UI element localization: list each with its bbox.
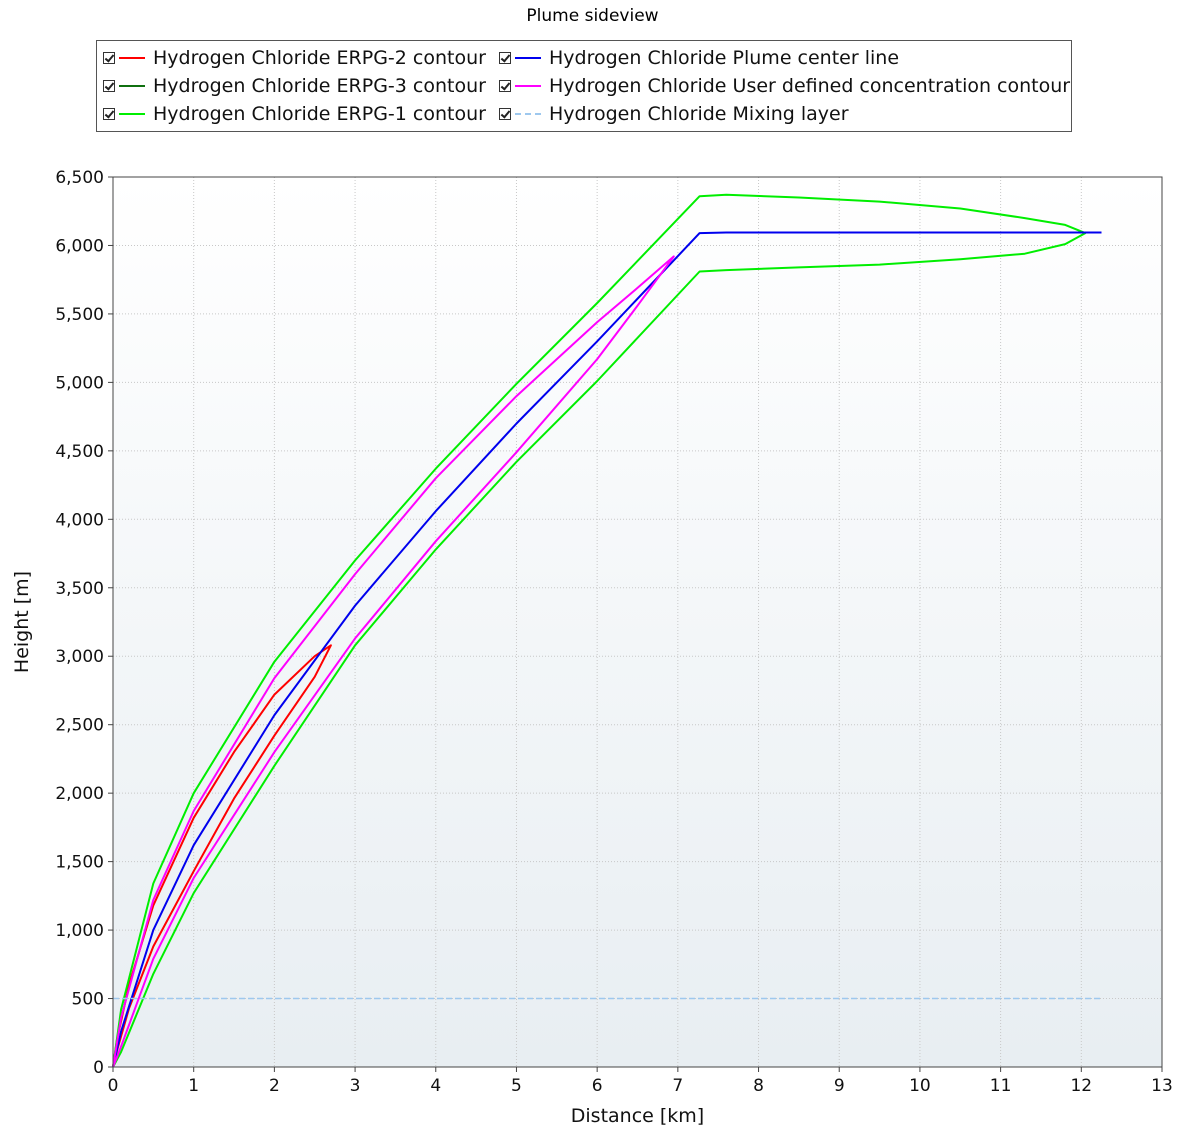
x-tick-label: 1 <box>188 1076 199 1096</box>
legend-item-center-line[interactable]: Hydrogen Chloride Plume center line <box>499 45 899 71</box>
chart-legend: Hydrogen Chloride ERPG-2 contour Hydroge… <box>96 40 1072 132</box>
y-tick-label: 0 <box>93 1058 104 1078</box>
legend-swatch <box>515 57 541 59</box>
legend-item-erpg2[interactable]: Hydrogen Chloride ERPG-2 contour <box>103 45 486 71</box>
x-tick-label: 8 <box>753 1076 764 1096</box>
series-line-3 <box>112 231 1102 1068</box>
x-tick-label: 11 <box>990 1076 1012 1096</box>
y-tick-label: 4,500 <box>55 442 104 462</box>
chart-title: Plume sideview <box>526 6 659 26</box>
y-tick-label: 1,000 <box>55 921 104 941</box>
legend-checkbox[interactable] <box>103 80 115 92</box>
x-tick-label: 6 <box>592 1076 603 1096</box>
legend-checkbox[interactable] <box>499 80 511 92</box>
legend-checkbox[interactable] <box>499 52 511 64</box>
legend-label: Hydrogen Chloride ERPG-2 contour <box>153 47 486 69</box>
legend-label: Hydrogen Chloride ERPG-1 contour <box>153 103 486 125</box>
y-tick-label: 5,500 <box>55 305 104 325</box>
legend-item-erpg1[interactable]: Hydrogen Chloride ERPG-1 contour <box>103 101 486 127</box>
legend-item-user-defined[interactable]: Hydrogen Chloride User defined concentra… <box>499 73 1070 99</box>
x-tick-label: 13 <box>1151 1076 1173 1096</box>
y-tick-label: 2,500 <box>55 716 104 736</box>
x-axis-title: Distance [km] <box>571 1105 704 1127</box>
y-axis-title: Height [m] <box>11 571 33 673</box>
legend-item-mixing-layer[interactable]: Hydrogen Chloride Mixing layer <box>499 101 849 127</box>
legend-item-erpg3[interactable]: Hydrogen Chloride ERPG-3 contour <box>103 73 486 99</box>
y-tick-label: 2,000 <box>55 784 104 804</box>
x-tick-label: 0 <box>108 1076 119 1096</box>
plot-frame <box>112 176 1163 1068</box>
x-tick-label: 12 <box>1070 1076 1092 1096</box>
legend-checkbox[interactable] <box>499 108 511 120</box>
legend-label: Hydrogen Chloride Mixing layer <box>549 103 849 125</box>
legend-swatch <box>119 85 145 87</box>
y-tick-label: 5,000 <box>55 373 104 393</box>
y-tick-label: 3,000 <box>55 647 104 667</box>
y-tick-label: 6,500 <box>55 168 104 188</box>
x-tick-label: 5 <box>511 1076 522 1096</box>
legend-swatch <box>119 57 145 59</box>
x-tick-label: 10 <box>909 1076 931 1096</box>
x-tick-label: 9 <box>834 1076 845 1096</box>
y-tick-label: 1,500 <box>55 853 104 873</box>
series-line-4 <box>112 255 675 1068</box>
legend-swatch <box>119 113 145 115</box>
legend-swatch <box>515 85 541 87</box>
x-tick-label: 4 <box>430 1076 441 1096</box>
legend-checkbox[interactable] <box>103 108 115 120</box>
legend-swatch <box>515 113 541 115</box>
y-tick-label: 3,500 <box>55 579 104 599</box>
x-tick-label: 7 <box>672 1076 683 1096</box>
y-tick-label: 4,000 <box>55 510 104 530</box>
x-tick-label: 2 <box>269 1076 280 1096</box>
legend-label: Hydrogen Chloride User defined concentra… <box>549 75 1071 97</box>
legend-label: Hydrogen Chloride Plume center line <box>549 47 900 69</box>
y-tick-label: 6,000 <box>55 236 104 256</box>
x-tick-label: 3 <box>350 1076 361 1096</box>
legend-checkbox[interactable] <box>103 52 115 64</box>
plot-background <box>113 177 1162 1067</box>
y-tick-label: 500 <box>72 990 104 1010</box>
legend-label: Hydrogen Chloride ERPG-3 contour <box>153 75 486 97</box>
